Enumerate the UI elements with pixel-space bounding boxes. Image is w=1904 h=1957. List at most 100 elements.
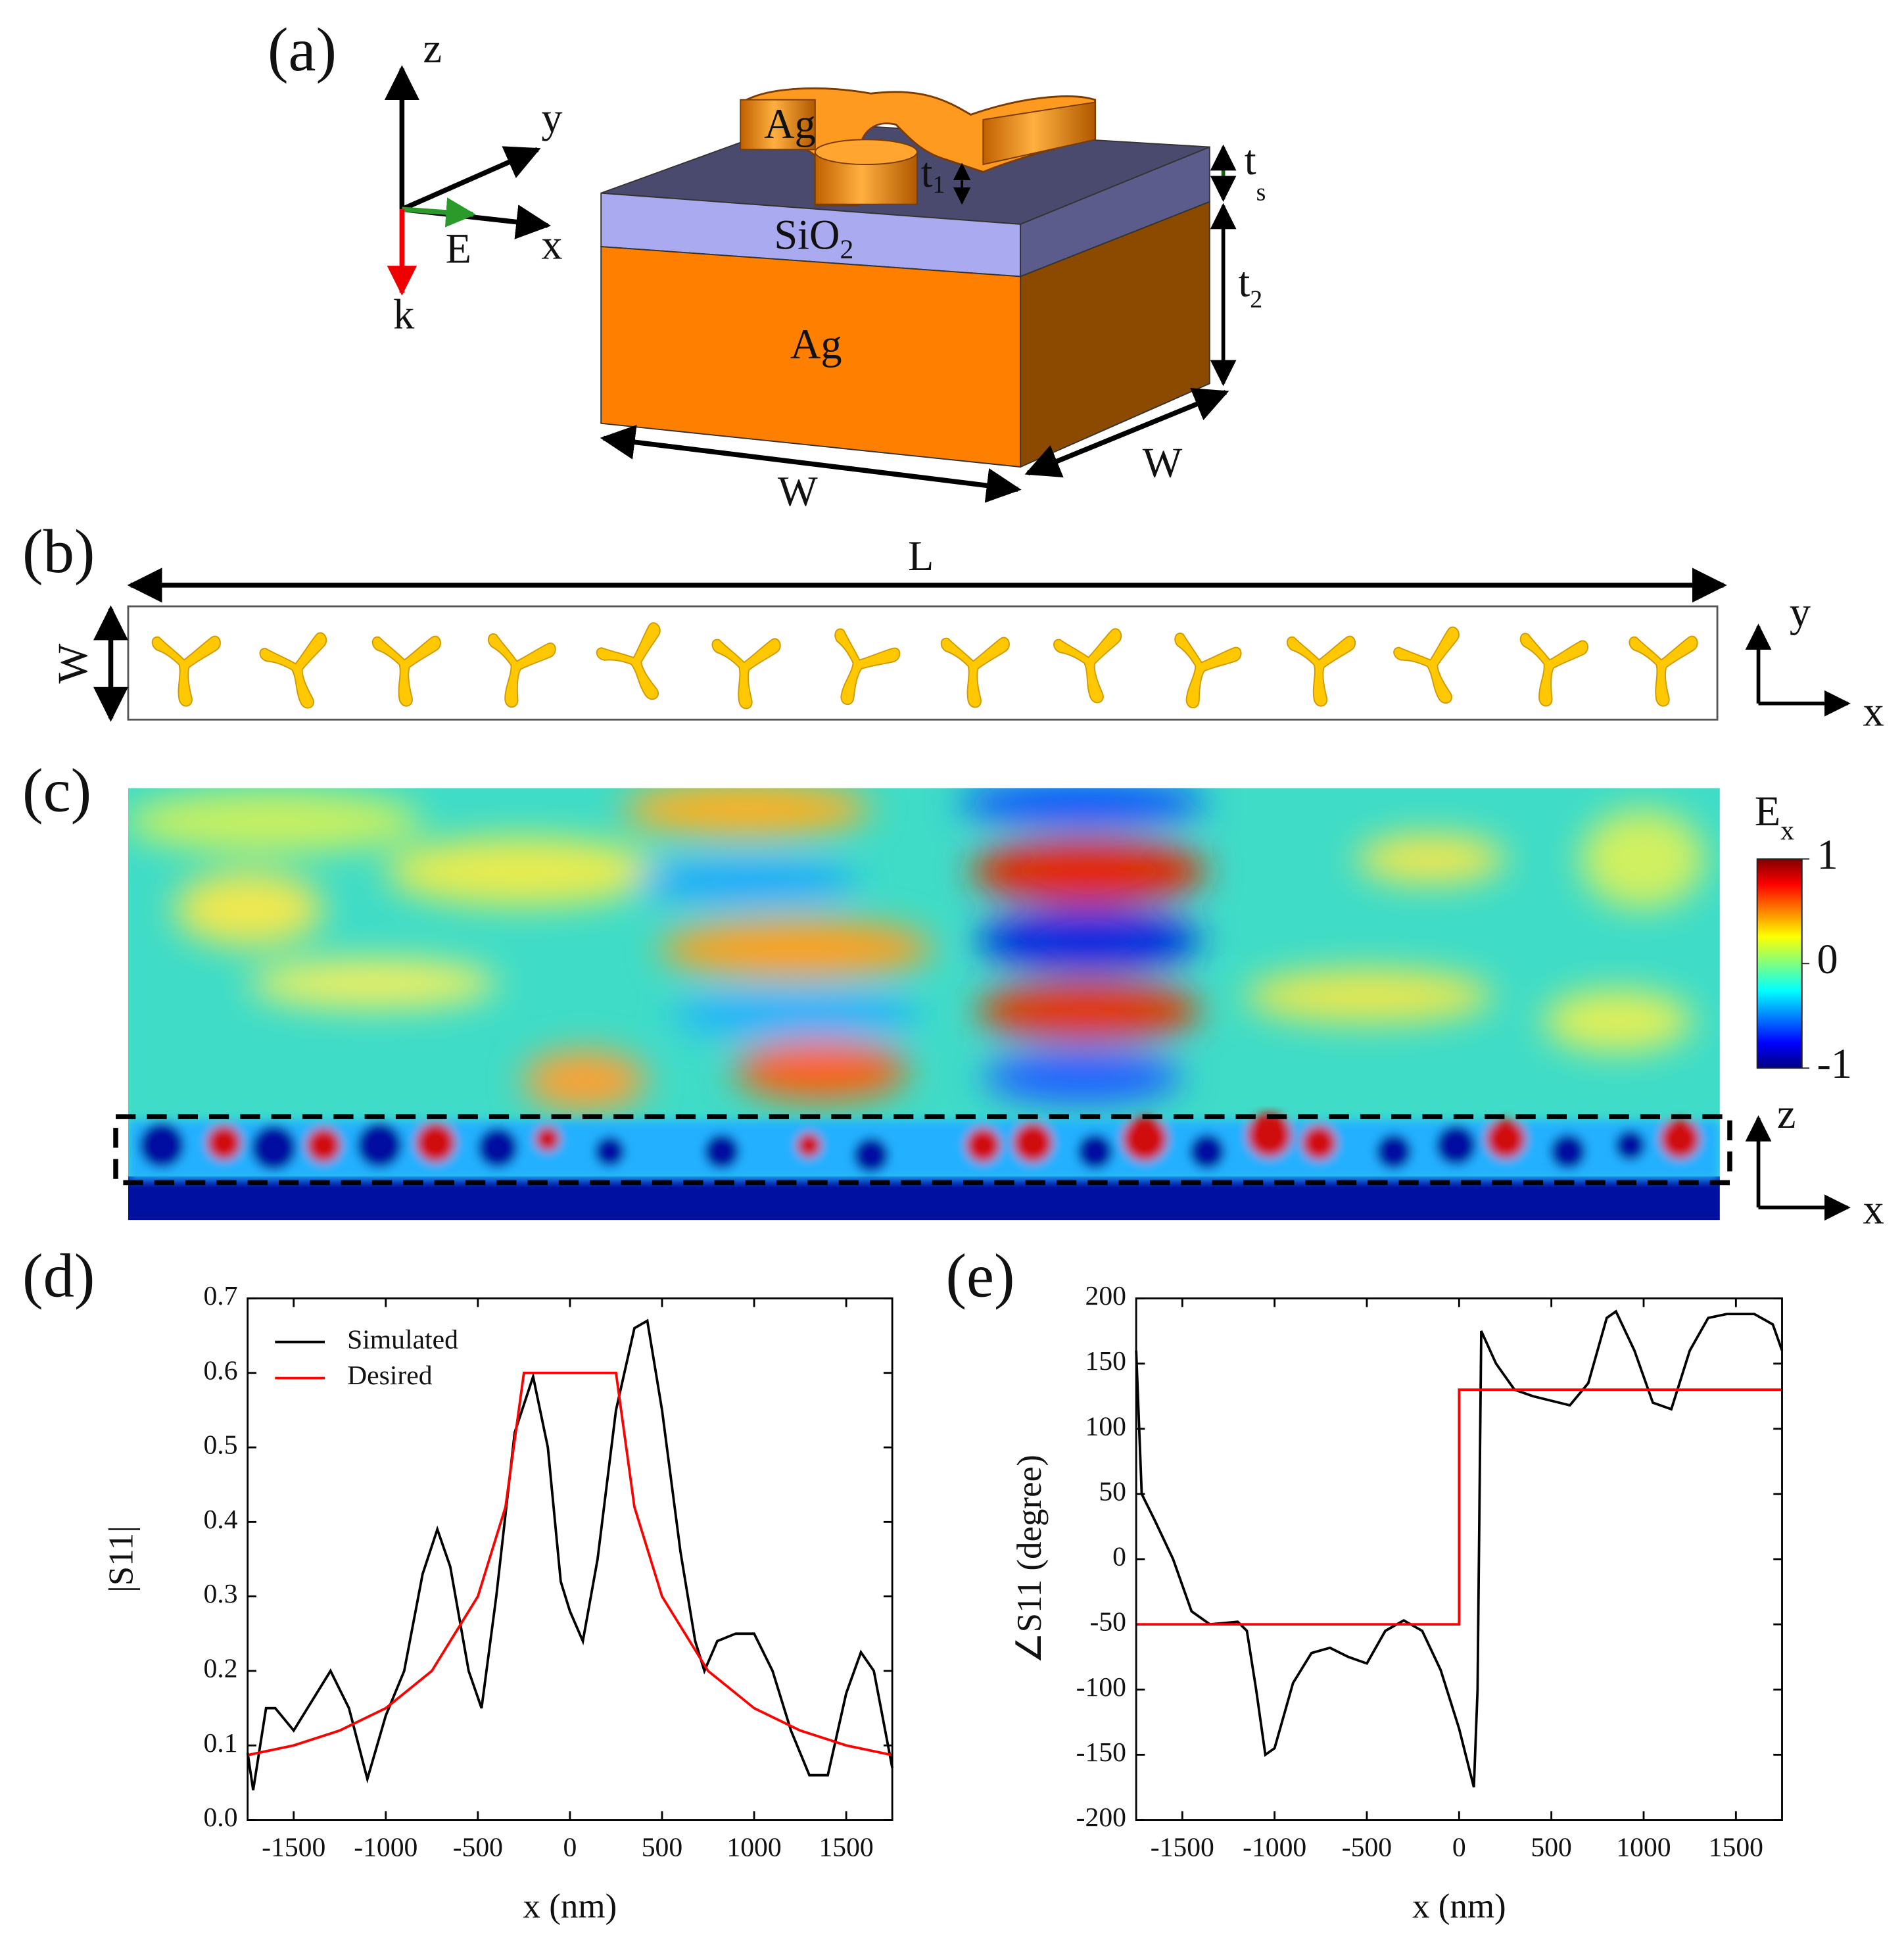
shape	[594, 1136, 625, 1167]
x-tick-label: 0	[1452, 1833, 1466, 1863]
shape	[622, 788, 871, 837]
panel-label: (c)	[22, 756, 91, 825]
shape	[1122, 1117, 1168, 1162]
text: E	[1755, 788, 1780, 834]
y-tick-label: 0	[1112, 1542, 1126, 1572]
colorbar	[1756, 858, 1803, 1069]
diagram-a: z y x E k Ag t1 SiO2 Ag ts t2 W W	[384, 25, 1266, 514]
shape	[970, 839, 1208, 904]
y-tick-label: 0.6	[203, 1355, 237, 1386]
shape	[1550, 1134, 1586, 1169]
axis-label: z	[1777, 1090, 1796, 1137]
x-tick-label: 0	[563, 1833, 577, 1863]
x-tick-label: 1000	[1616, 1833, 1671, 1863]
x-tick-label: 1500	[819, 1833, 873, 1863]
material-label: Ag	[764, 101, 816, 147]
y-tick-label: 0.7	[203, 1281, 237, 1311]
axis-label: y	[1790, 589, 1811, 635]
shape	[127, 605, 1719, 721]
shape	[128, 1113, 1720, 1180]
axis-label: E	[446, 225, 471, 272]
legend-label: Desired	[347, 1361, 433, 1391]
x-tick-label: 500	[1531, 1833, 1571, 1863]
x-tick-label: -1000	[354, 1833, 417, 1863]
dimension-label: W	[1143, 439, 1183, 486]
shape	[1301, 1125, 1337, 1161]
y-tick-label: 200	[1085, 1281, 1126, 1311]
shape	[659, 919, 934, 978]
shape	[251, 1125, 297, 1171]
x-tick-label: -500	[453, 1833, 503, 1863]
shape	[982, 101, 1096, 166]
dimension-label: L	[908, 533, 934, 579]
shape	[734, 1040, 909, 1101]
x-tick-label: -1000	[1243, 1833, 1306, 1863]
y-tick-label: 0.5	[203, 1430, 237, 1461]
series-line	[1135, 1309, 1784, 1788]
shape	[522, 1050, 648, 1111]
shape	[1024, 388, 1229, 477]
shape	[672, 990, 921, 1040]
shape	[400, 146, 541, 212]
shape	[976, 909, 1201, 970]
panel-label: (e)	[946, 1242, 1015, 1311]
subscript: 1	[933, 171, 945, 199]
shape	[1436, 1125, 1476, 1165]
shape	[853, 1138, 889, 1173]
shape	[600, 425, 1022, 503]
y-axis-label: |S11|	[102, 1526, 140, 1593]
field-map: Ex z x	[113, 788, 1884, 1233]
shape	[206, 1125, 242, 1161]
colorbar-tick-label: -1	[1817, 1040, 1853, 1087]
y-tick-label: 0.2	[203, 1654, 237, 1684]
dimension-label: W	[49, 643, 96, 683]
series-line	[247, 1371, 893, 1756]
panel-label: (d)	[22, 1242, 95, 1311]
shape	[1078, 1134, 1113, 1169]
x-tick-label: -1500	[1151, 1833, 1214, 1863]
dimension-label: W	[778, 468, 818, 514]
text: SiO	[774, 211, 840, 258]
shape	[1580, 809, 1705, 909]
axis-label: x	[541, 222, 562, 268]
dimension-label: t2	[1238, 258, 1262, 313]
shape	[1244, 968, 1494, 1024]
text: t	[921, 149, 933, 196]
colorbar-title: Ex	[1755, 788, 1794, 846]
shape	[1486, 1119, 1526, 1159]
y-tick-label: 0.1	[203, 1728, 237, 1758]
text: t	[1238, 258, 1250, 305]
y-tick-label: 0.4	[203, 1505, 237, 1535]
material-label: Ag	[790, 321, 842, 368]
series-line	[1136, 1388, 1782, 1626]
shape	[1615, 1130, 1646, 1161]
shape	[128, 788, 1705, 1111]
axis-label: x	[1863, 1186, 1884, 1233]
shape	[976, 980, 1201, 1041]
material-label: SiO2	[774, 211, 853, 264]
shape	[958, 788, 1207, 826]
y-tick-label: 0.3	[203, 1579, 237, 1609]
shape	[402, 197, 476, 228]
colorbar-tick-label: 1	[1817, 831, 1838, 878]
x-axis-label: x (nm)	[1412, 1887, 1506, 1925]
shape	[385, 836, 660, 907]
y-tick-label: -50	[1089, 1607, 1126, 1637]
x-tick-label: 1500	[1709, 1833, 1763, 1863]
legend-label: Simulated	[347, 1324, 458, 1355]
y-tick-label: -150	[1076, 1737, 1126, 1768]
subscript: x	[1780, 815, 1794, 846]
y-tick-label: 100	[1085, 1411, 1126, 1441]
panel-label: (b)	[22, 518, 95, 586]
shape	[306, 1128, 341, 1163]
shape	[634, 859, 859, 904]
shape	[796, 1132, 822, 1158]
axis-label: z	[423, 25, 442, 72]
shape	[128, 1176, 1720, 1220]
shape	[704, 1134, 740, 1169]
diagram-b: L W y x	[49, 533, 1884, 735]
shape	[740, 99, 816, 151]
axis-label: y	[541, 95, 562, 141]
shape	[477, 1128, 518, 1168]
